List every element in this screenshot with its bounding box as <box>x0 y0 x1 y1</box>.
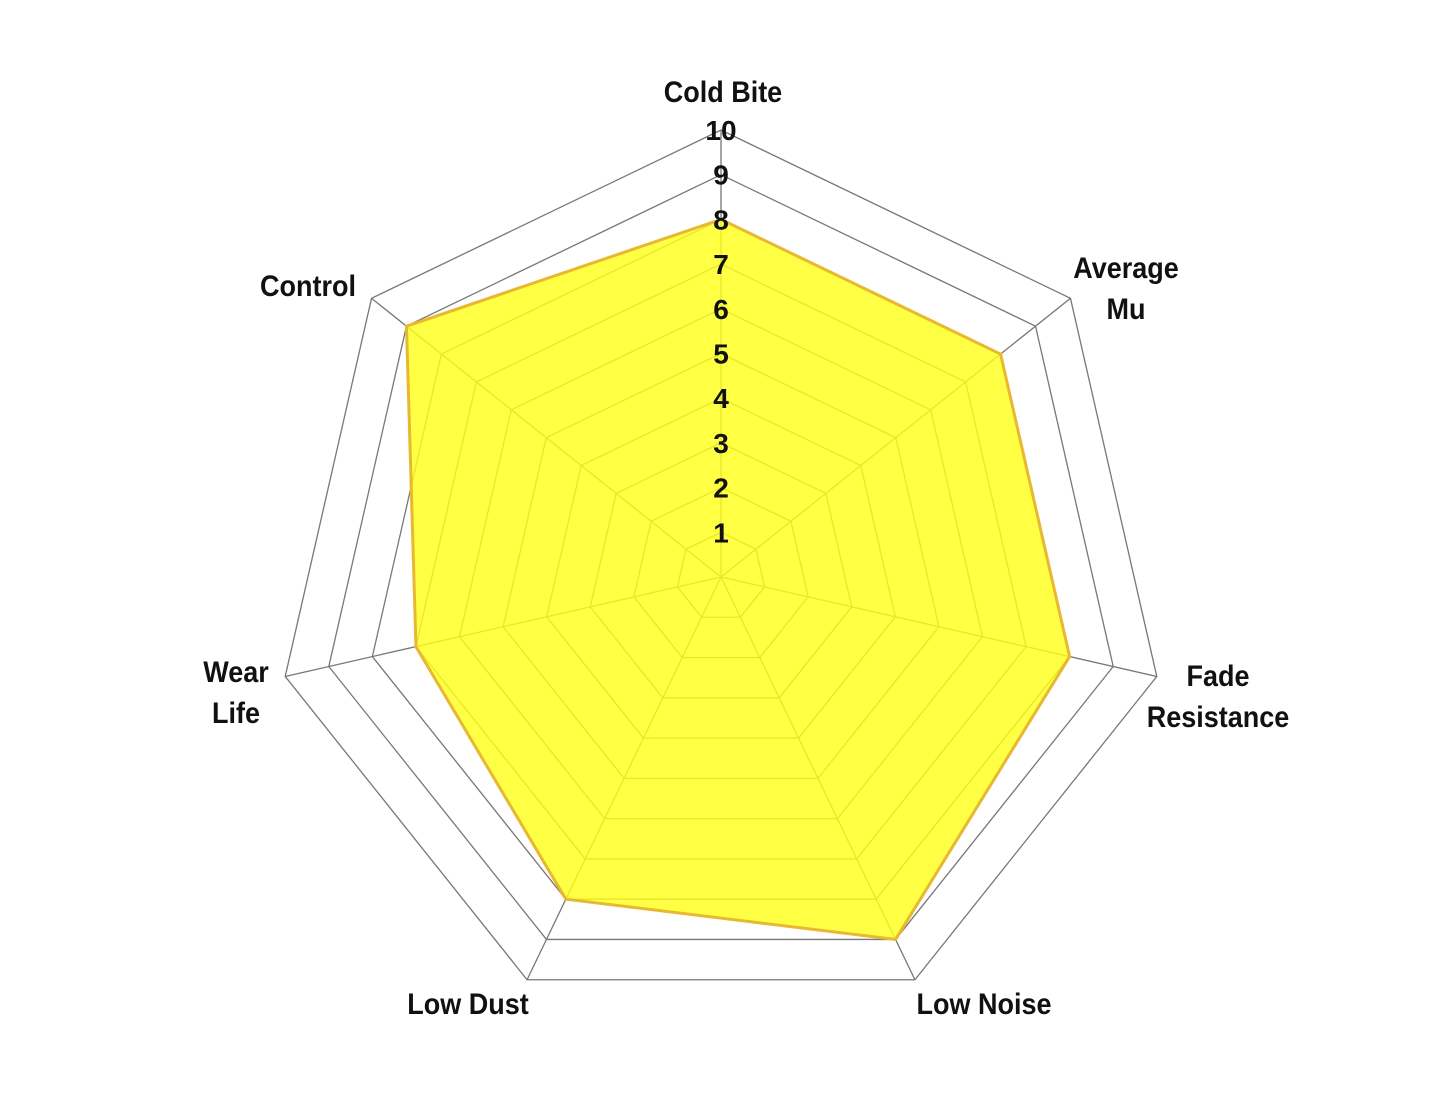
axis-label: Average Mu <box>1073 252 1178 327</box>
axis-label-line: Cold Bite <box>664 76 782 110</box>
grid-ring <box>284 129 1158 981</box>
data-point <box>404 324 408 328</box>
data-point <box>894 937 898 941</box>
data-point <box>564 897 568 901</box>
axis-label-line: Control <box>260 270 356 304</box>
axis-label: Low Noise <box>917 988 1052 1022</box>
axis-label: Control <box>260 270 356 304</box>
tick-label: 5 <box>713 339 729 370</box>
tick-label: 9 <box>713 160 729 191</box>
tick-label: 10 <box>705 115 736 146</box>
data-point <box>999 352 1003 356</box>
axis-label-line: Mu <box>1107 293 1146 327</box>
series-area <box>404 217 1072 941</box>
axis-label: Cold Bite <box>664 76 782 110</box>
axis-label: Wear Life <box>203 656 268 731</box>
axis-label: Fade Resistance <box>1147 660 1289 735</box>
axis-label-line: Wear <box>203 656 268 690</box>
axis-label-line: Fade <box>1187 660 1250 694</box>
data-point <box>1068 655 1072 659</box>
tick-label: 4 <box>713 383 729 414</box>
data-point <box>414 645 418 649</box>
tick-label: 3 <box>713 428 729 459</box>
tick-label: 6 <box>713 294 729 325</box>
axis-label-line: Low Noise <box>917 988 1052 1022</box>
tick-label: 1 <box>713 517 729 548</box>
tick-label: 8 <box>713 204 729 235</box>
grid-ring <box>328 173 1114 941</box>
axis-label: Low Dust <box>407 988 529 1022</box>
axis-label-line: Life <box>212 697 260 731</box>
tick-label: 2 <box>713 473 729 504</box>
axis-label-line: Average <box>1073 252 1178 286</box>
tick-label: 7 <box>713 249 729 280</box>
data-point <box>719 217 723 221</box>
axis-label-line: Resistance <box>1147 701 1289 735</box>
axis-label-line: Low Dust <box>407 988 529 1022</box>
